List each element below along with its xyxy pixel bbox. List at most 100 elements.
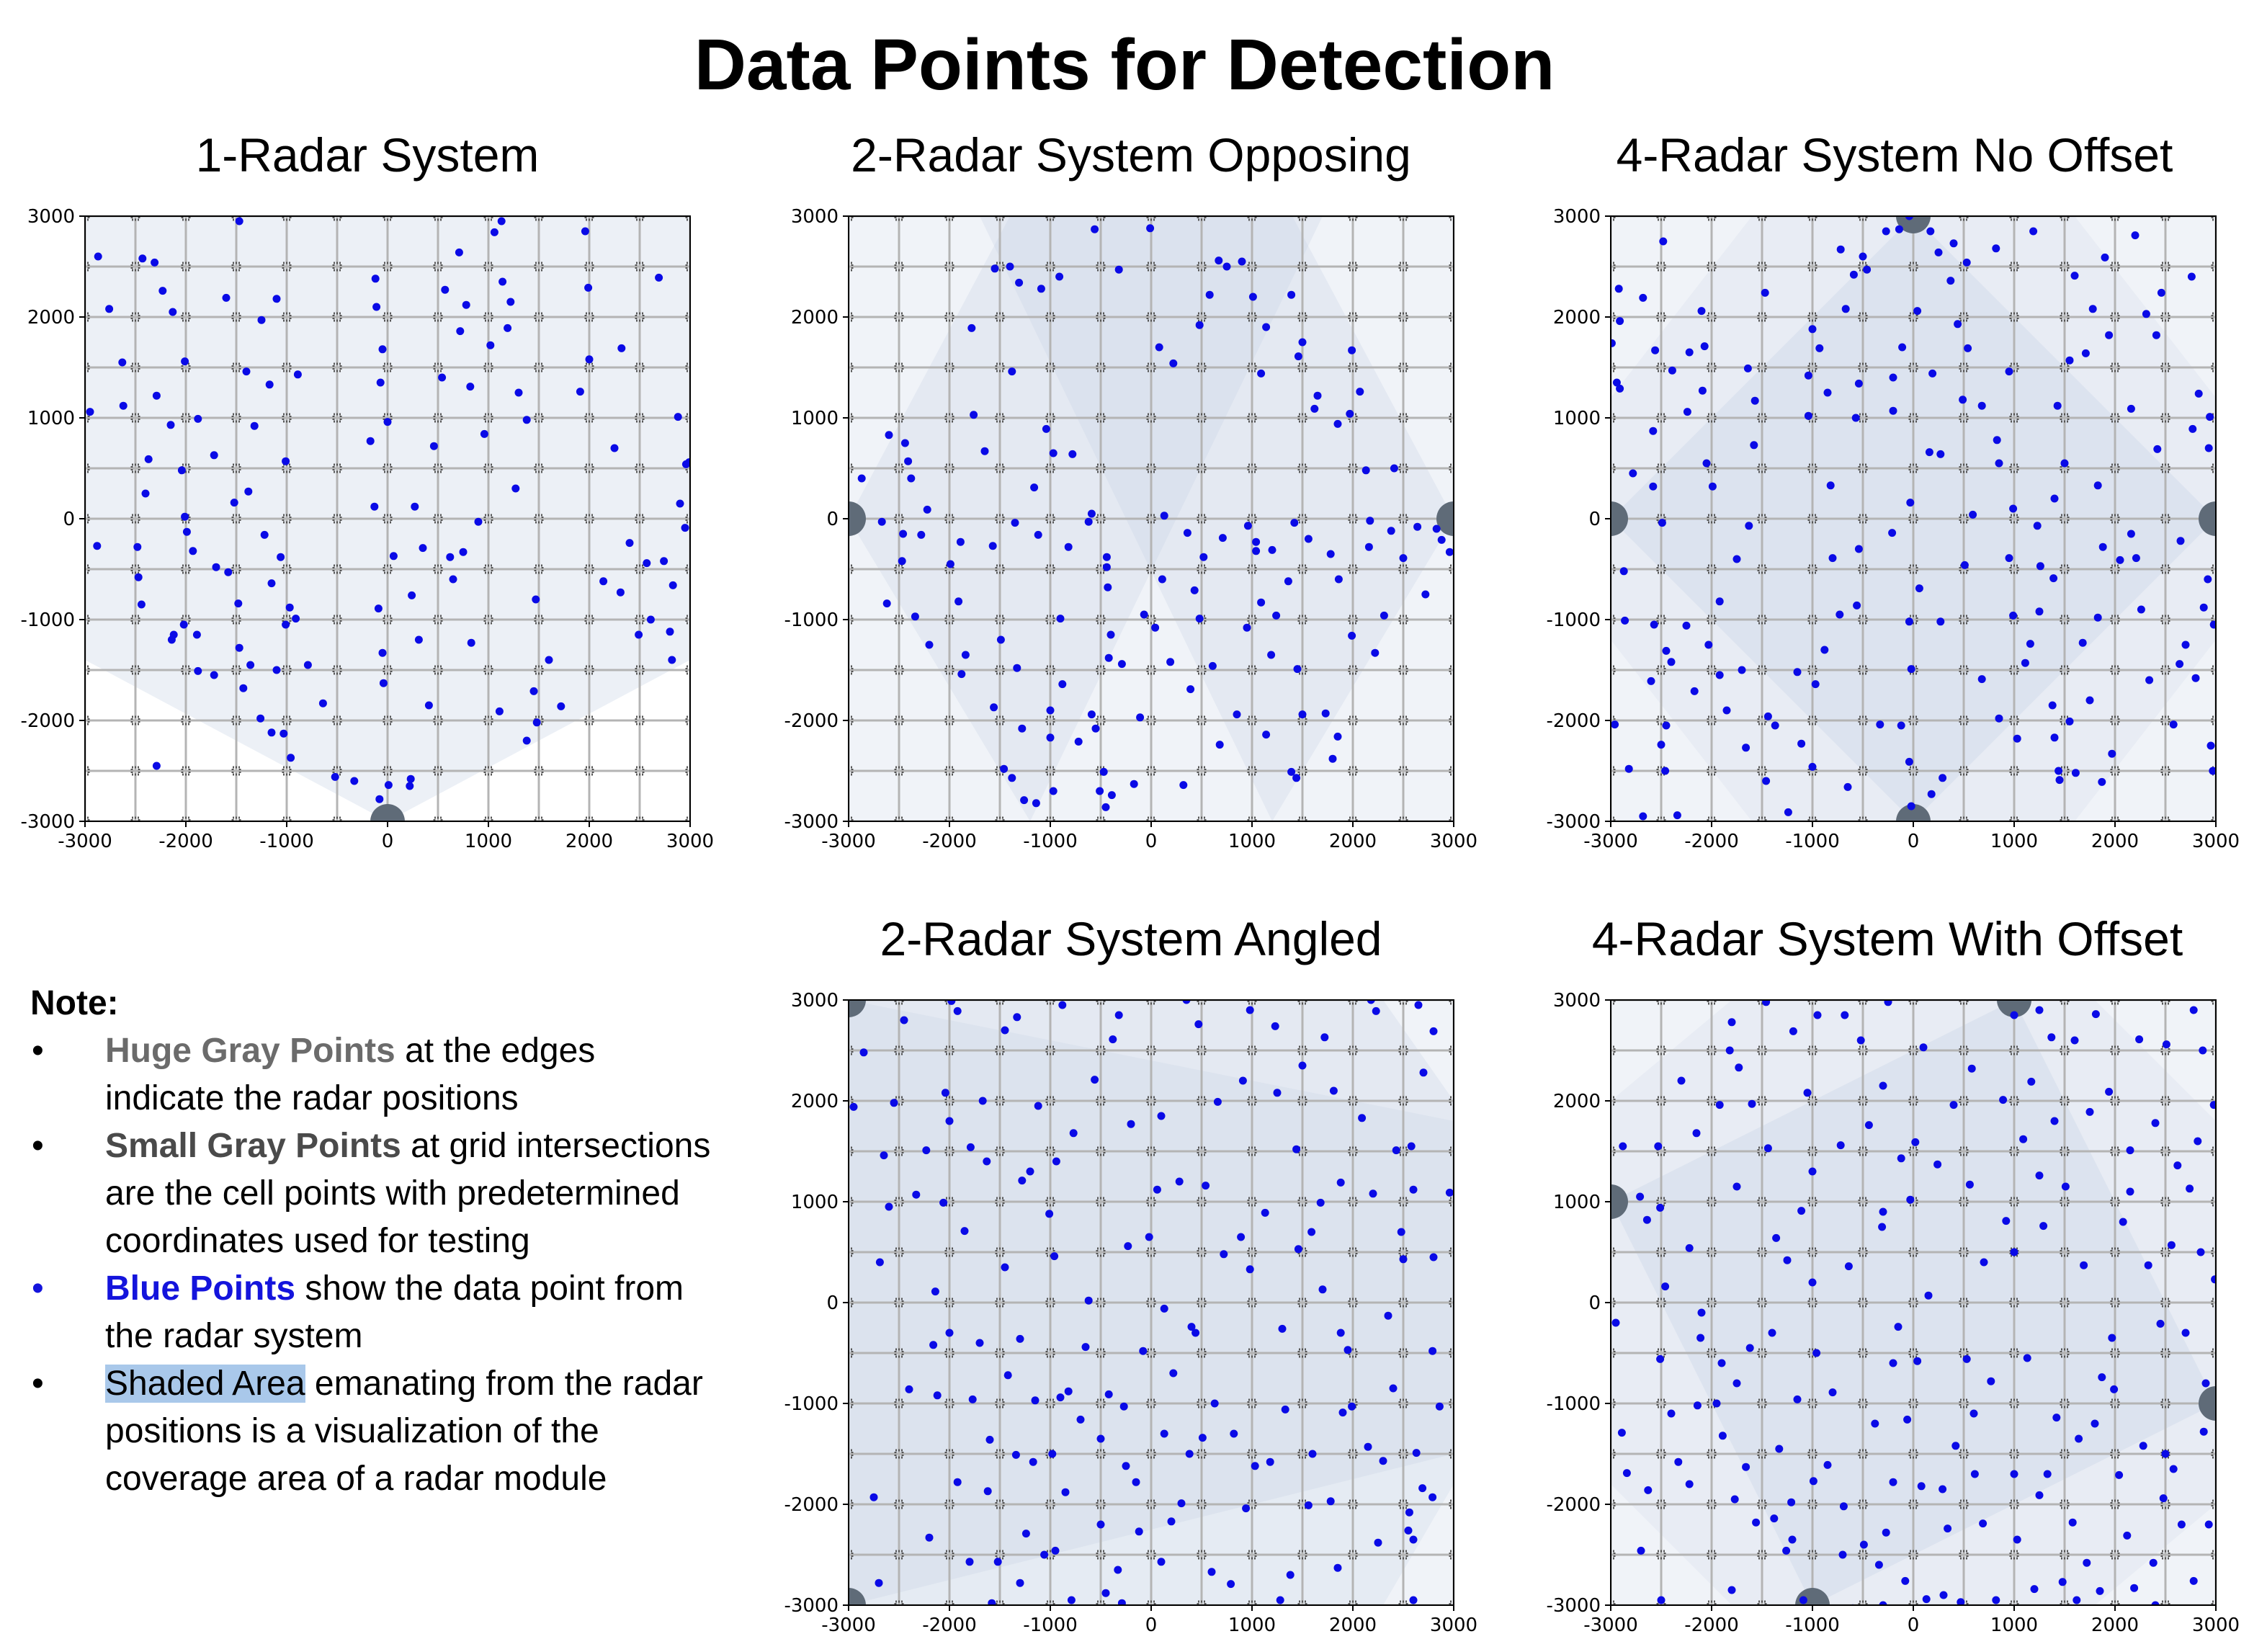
data-point [424,701,433,710]
cell-point [433,564,443,574]
cell-point [1757,665,1767,675]
y-tick-label: 2000 [1553,307,1601,329]
cell-point [1398,1298,1408,1308]
data-point [1762,1000,1771,1006]
data-point [1905,757,1913,766]
data-point [1907,802,1915,811]
data-point [635,630,643,639]
cell-point [1656,1096,1666,1106]
cell-point [995,1600,1005,1605]
cell-point [1096,413,1106,423]
data-point [235,217,243,226]
data-point [514,388,523,397]
data-point [581,227,589,236]
data-point [912,1190,921,1199]
cell-point [584,766,594,776]
cell-point [1858,1000,1868,1005]
cell-point [1146,1550,1156,1560]
data-point [1061,1488,1070,1496]
cell-point [2060,262,2070,272]
data-point [1310,404,1319,413]
cell-point [332,216,342,221]
cell-point [584,816,594,821]
cell-point [181,463,191,473]
data-point [1320,1033,1329,1042]
data-point [532,718,541,727]
cell-point [1146,1247,1156,1257]
cell-point [2110,216,2120,221]
data-point [1329,1086,1338,1095]
cell-point [1707,615,1717,625]
cell-point [2160,715,2170,725]
data-point [584,283,593,292]
cell-point [1297,1600,1307,1605]
data-point [2048,701,2057,710]
cell-point [1197,665,1207,675]
data-point [923,505,931,514]
data-point [2137,605,2145,614]
cell-point [1197,1000,1207,1005]
data-point [1897,1154,1905,1163]
cell-point [483,216,493,221]
data-point [899,530,908,538]
x-tick-label: 1000 [1228,1615,1276,1636]
data-point [1145,1233,1153,1241]
data-point [1704,640,1713,649]
data-point [1954,320,1962,329]
cell-point [282,413,292,423]
cell-point [1146,1197,1156,1207]
cell-point [534,615,544,625]
data-point [1654,1142,1663,1151]
data-point [2123,1531,2132,1540]
cell-point [181,564,191,574]
cell-point [1146,362,1156,372]
data-point [1281,1405,1289,1414]
data-point [953,1478,962,1486]
data-point [446,553,455,561]
data-point [158,287,167,295]
data-point [1307,1228,1316,1236]
data-point [681,524,689,532]
data-point [1727,1586,1736,1594]
data-point [1298,710,1307,719]
cell-point [995,715,1005,725]
data-point [1712,1399,1721,1408]
cell-point [1807,362,1817,372]
cell-point [130,362,140,372]
cell-point [130,312,140,322]
data-point [1158,575,1166,584]
data-point [257,316,266,324]
data-point [545,656,553,664]
data-point [1243,623,1251,632]
data-point [1437,535,1446,544]
cell-point [383,766,393,776]
data-point [1743,364,1752,372]
data-point [1849,270,1858,279]
data-point [646,615,655,624]
cell-point [534,514,544,524]
data-point [1169,359,1178,367]
data-point [449,575,457,584]
data-point [911,612,919,621]
data-point [1799,1596,1807,1604]
data-point [2050,733,2059,742]
data-point [1879,1601,1887,1605]
data-point [947,1000,956,1005]
data-point [1803,1089,1812,1097]
cell-point [332,715,342,725]
data-point [2116,555,2124,564]
cell-point [181,312,191,322]
data-point [1018,1177,1027,1185]
data-point [384,781,393,790]
cell-point [1959,1449,1969,1459]
radar-point [849,501,866,536]
cell-point [2060,413,2070,423]
cell-point [1197,1600,1207,1605]
cell-point [1959,413,1969,423]
data-point [303,661,312,669]
data-point [1074,737,1083,746]
data-point [900,439,909,447]
cell-point [1908,1000,1918,1005]
cell-point [1045,715,1055,725]
data-point [1960,561,1969,569]
